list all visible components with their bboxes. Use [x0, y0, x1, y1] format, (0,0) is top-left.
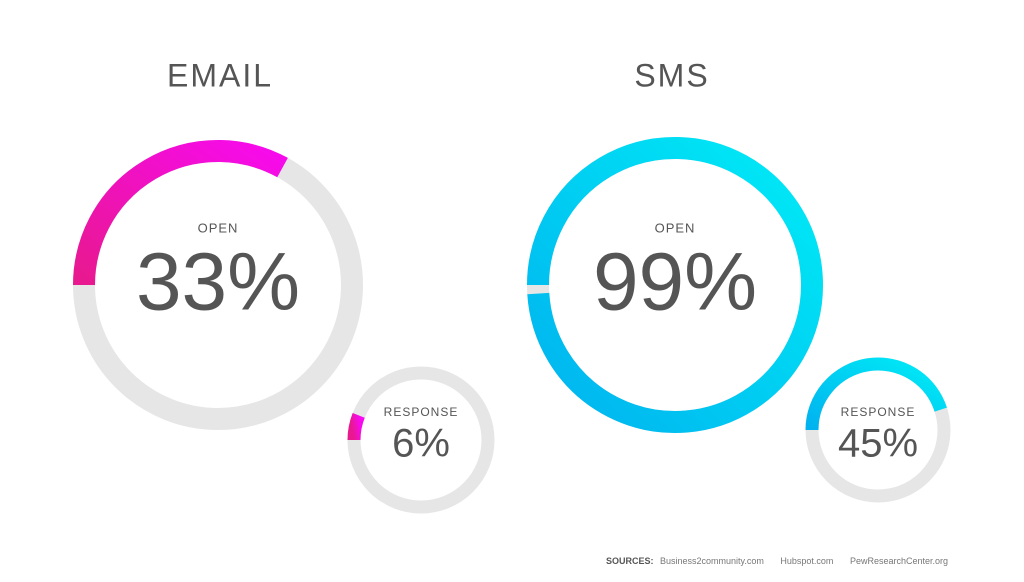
ring-arc: [527, 137, 823, 433]
section-title: SMS: [634, 57, 709, 93]
section-title: EMAIL: [167, 57, 273, 93]
value-label: 45%: [838, 422, 918, 466]
source: PewResearchCenter.org: [849, 556, 948, 566]
footer: SOURCES: Business2community.com Hubspot.…: [606, 556, 948, 566]
footer-label: SOURCES:: [605, 556, 654, 566]
ring-arc: [805, 357, 947, 431]
ring-label: OPEN: [655, 220, 696, 235]
ring-label: RESPONSE: [841, 405, 916, 419]
ring-label: RESPONSE: [384, 405, 459, 419]
value-label: 99%: [593, 237, 757, 328]
source: Business2community.com: [660, 556, 764, 566]
value-label: 6%: [392, 422, 450, 466]
ring-arc: [347, 412, 365, 441]
ring-arc: [73, 140, 288, 286]
value-label: 33%: [136, 237, 300, 328]
source: Hubspot.com: [780, 556, 834, 566]
ring-label: OPEN: [198, 220, 239, 235]
